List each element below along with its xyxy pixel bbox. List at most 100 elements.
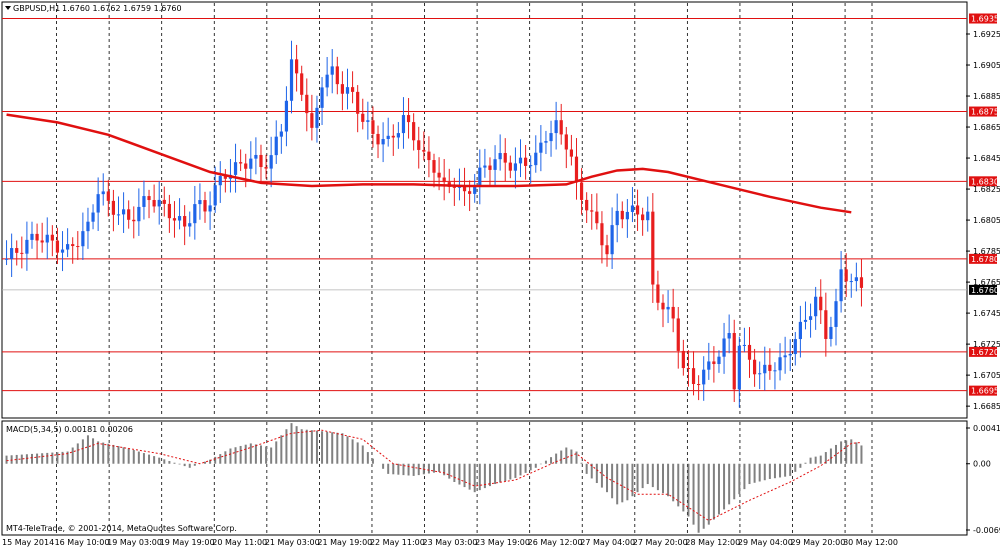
price-tick-label: 1.6725 [973, 340, 1000, 349]
candle-body [121, 209, 126, 215]
candle-body [310, 113, 314, 128]
candle-body [605, 245, 609, 255]
time-tick-label: 23 May 19:00 [475, 538, 530, 547]
candle-body [25, 239, 29, 254]
price-tick-label: 1.6905 [973, 61, 1000, 70]
moving-average-path [6, 113, 852, 214]
candle-body [177, 216, 182, 221]
price-tick-label: 1.6705 [973, 371, 1000, 380]
candle-body [620, 210, 624, 220]
triangle-down-icon[interactable] [5, 6, 11, 10]
candle-body [747, 344, 752, 360]
candle-body [432, 160, 436, 173]
candle-body [732, 333, 736, 390]
candle-body [218, 176, 222, 186]
candle-body [788, 354, 792, 356]
level-price-label: 1.6935 [971, 15, 999, 24]
candle-body [30, 233, 34, 240]
price-tick-label: 1.6825 [973, 185, 1000, 194]
candle-body [157, 199, 161, 207]
candle-body [656, 284, 660, 303]
macd-pane-frame[interactable] [1, 420, 968, 536]
candle-body [335, 66, 339, 85]
candle-body [350, 87, 355, 92]
candle-body [610, 225, 614, 255]
candle-body [518, 157, 523, 164]
level-price-label: 1.6720 [971, 348, 999, 357]
candle-body [778, 357, 782, 371]
candle-body [574, 156, 579, 183]
price-pane-frame[interactable] [1, 1, 968, 419]
time-tick-label: 19 May 03:00 [107, 538, 162, 547]
candle-body [783, 355, 787, 358]
candle-body [127, 209, 131, 220]
time-tick-label: 19 May 19:00 [160, 538, 215, 547]
candle-body [412, 122, 416, 141]
candle-body [330, 66, 334, 75]
candle-body [758, 373, 762, 375]
price-axis[interactable]: 1.69251.69051.68851.68651.68451.68251.68… [966, 30, 1000, 411]
candle-body [325, 74, 329, 88]
level-price-tag [969, 253, 997, 264]
macd-axis: 0.00411 0.00 -0.00692 [966, 424, 1000, 535]
candle-body [641, 214, 645, 221]
candle-body [183, 216, 187, 227]
level-price-label: 1.6695 [971, 387, 999, 396]
time-tick-label: 28 May 12:00 [685, 538, 740, 547]
level-price-label: 1.6875 [971, 108, 999, 117]
candle-body [81, 231, 85, 247]
time-tick-label: 27 May 20:00 [633, 538, 688, 547]
candle-body [468, 191, 472, 194]
candle-body [554, 120, 558, 134]
candle-body [559, 120, 563, 135]
candle-body [814, 296, 818, 317]
time-tick-label: 21 May 19:00 [317, 538, 372, 547]
candle-body [854, 277, 858, 282]
time-tick-label: 29 May 20:00 [791, 538, 846, 547]
candle-body [508, 162, 512, 171]
candle-body [249, 158, 253, 169]
moving-average-line [6, 113, 852, 214]
candle-body [86, 221, 90, 232]
price-tick-label: 1.6865 [973, 123, 1000, 132]
macd-histogram [5, 423, 863, 533]
candle-body [661, 302, 665, 310]
candle-body [534, 152, 538, 166]
candle-body [691, 368, 696, 385]
candle-body [376, 133, 380, 145]
candle-body [162, 199, 166, 204]
candle-body [259, 154, 263, 168]
candle-body [35, 233, 39, 241]
candle-body [549, 133, 553, 142]
candle-body [442, 177, 446, 183]
candle-body [834, 301, 838, 327]
candle-body [147, 196, 151, 201]
candle-body [244, 163, 248, 169]
candle-body [289, 59, 294, 101]
current-price-label: 1.6760 [971, 286, 999, 295]
ohlc-readout: 1.6760 1.6762 1.6759 1.6760 [62, 4, 182, 13]
horizontal-levels[interactable]: 1.6935 1.6875 1.6830 1.6780 1.6720 1.6695 1.67… [2, 13, 999, 396]
candle-body [142, 196, 146, 207]
candle-body [727, 333, 731, 339]
candle-body [101, 191, 105, 195]
candle-body [193, 204, 197, 224]
time-tick-label: 15 May 2014 [2, 538, 54, 547]
candle-body [579, 182, 584, 200]
candle-body [676, 318, 680, 351]
candle-body [76, 246, 80, 248]
level-price-tag [969, 385, 997, 396]
candle-body [742, 344, 747, 346]
price-tick-label: 1.6845 [973, 154, 1000, 163]
time-tick-label: 22 May 11:00 [370, 538, 425, 547]
candle-body [233, 162, 238, 175]
candle-body [793, 339, 797, 355]
candle-body [391, 135, 395, 138]
candle-body [188, 223, 192, 227]
candle-body [208, 205, 212, 212]
candle-body [523, 157, 528, 166]
price-tick-label: 1.6805 [973, 216, 1000, 225]
candle-body [671, 306, 675, 319]
